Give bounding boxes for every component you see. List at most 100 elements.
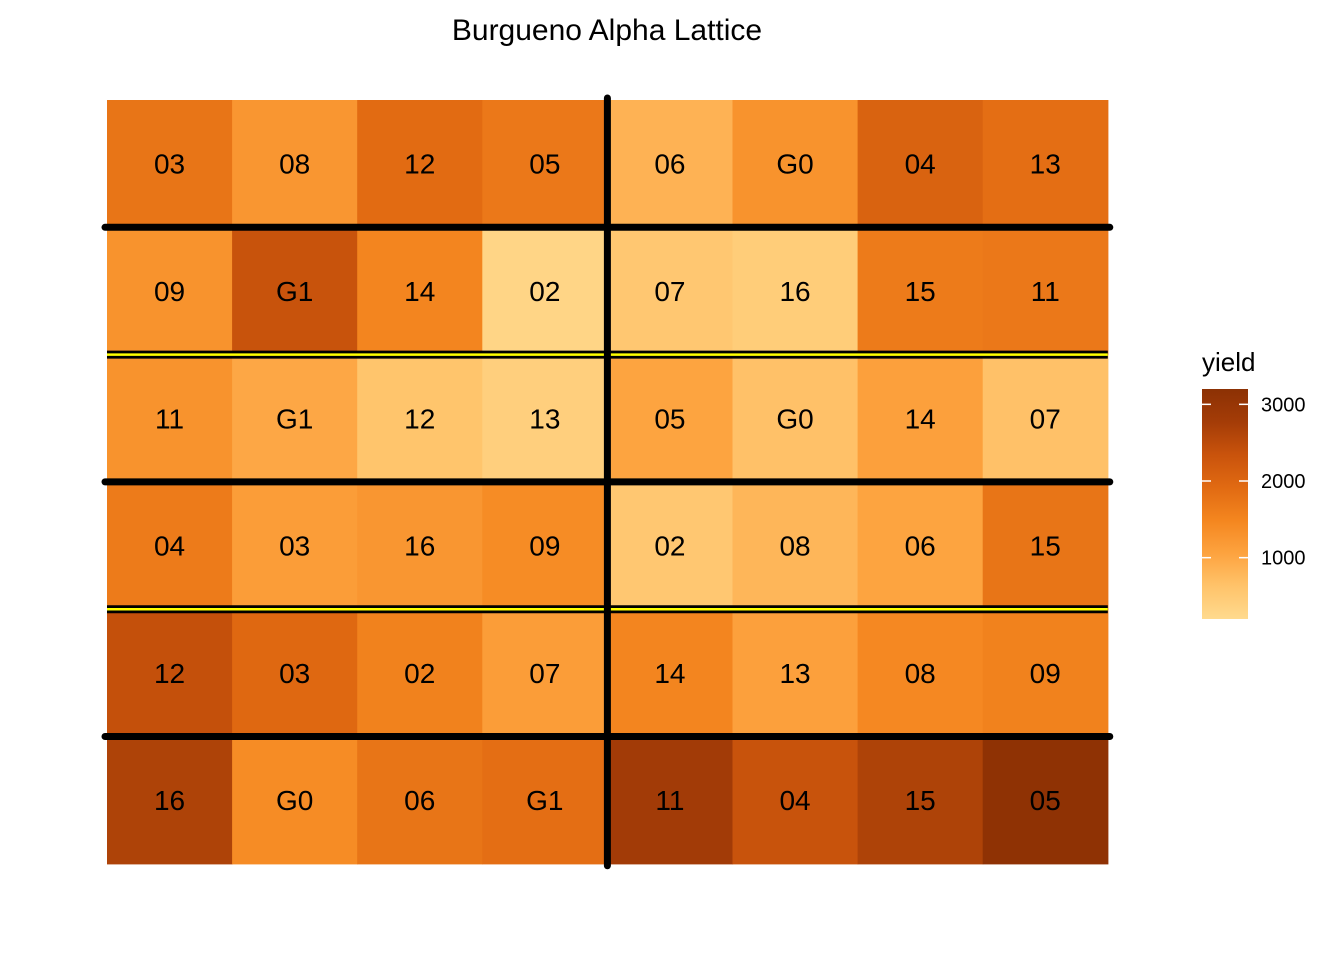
cell-label: 16 (154, 785, 185, 816)
cell-label: 05 (654, 403, 685, 434)
heatmap-cell (607, 736, 734, 865)
heatmap-cell (607, 481, 734, 610)
cell-label: 14 (404, 276, 435, 307)
heatmap-cell (857, 227, 984, 356)
cell-label: G1 (276, 276, 313, 307)
cell-label: 06 (404, 785, 435, 816)
cell-label: 03 (279, 658, 310, 689)
heatmap-cell (107, 481, 233, 610)
heatmap-cell (732, 227, 859, 356)
heatmap-cell (357, 354, 483, 483)
heatmap-cell (232, 481, 358, 610)
cell-label: 04 (779, 785, 810, 816)
cell-label: 09 (1030, 658, 1061, 689)
legend: yield 1000 2000 3000 (1202, 347, 1306, 619)
heatmap-cell (357, 227, 483, 356)
heatmap-cell (107, 609, 233, 738)
cell-label: 15 (905, 276, 936, 307)
cell-label: 06 (654, 149, 685, 180)
cell-label: 15 (1030, 531, 1061, 562)
cell-label: 04 (905, 149, 936, 180)
cell-label: 15 (905, 785, 936, 816)
chart-title: Burgueno Alpha Lattice (452, 14, 762, 47)
heatmap-cell (357, 481, 483, 610)
heatmap-cell (357, 736, 483, 865)
cell-label: 16 (404, 531, 435, 562)
heatmap-cell (357, 100, 483, 228)
legend-tick-label: 2000 (1261, 471, 1306, 493)
cell-label: 16 (779, 276, 810, 307)
cell-label: 14 (654, 658, 685, 689)
heatmap-cell (607, 227, 734, 356)
heatmap-cell (482, 227, 608, 356)
cell-label: G0 (776, 149, 813, 180)
cell-label: 09 (154, 276, 185, 307)
heatmap-cell (607, 354, 734, 483)
heatmap-cell (607, 100, 734, 228)
heatmap-cell (107, 227, 233, 356)
cell-label: 02 (404, 658, 435, 689)
cell-label: G0 (776, 403, 813, 434)
cell-label: 02 (654, 531, 685, 562)
cell-label: 12 (154, 658, 185, 689)
cell-label: 04 (154, 531, 185, 562)
cell-label: 07 (529, 658, 560, 689)
cell-label: 08 (905, 658, 936, 689)
cell-label: 05 (529, 149, 560, 180)
cell-label: 05 (1030, 785, 1061, 816)
heatmap-cell (482, 481, 608, 610)
cell-label: 14 (905, 403, 936, 434)
heatmap-cell (982, 100, 1109, 228)
cell-label: 11 (155, 403, 184, 434)
cell-label: G0 (276, 785, 313, 816)
heatmap-cell (482, 100, 608, 228)
cell-label: G1 (526, 785, 563, 816)
heatmap-cell (857, 354, 984, 483)
boundary-lines (101, 94, 1114, 870)
heatmap-cell (982, 227, 1109, 356)
cell-label: 13 (529, 403, 560, 434)
cell-label: 08 (779, 531, 810, 562)
cell-label: 11 (1031, 276, 1060, 307)
heatmap-cell (982, 609, 1109, 738)
heatmap-cell (732, 100, 859, 228)
cell-label: 02 (529, 276, 560, 307)
legend-tick-label: 3000 (1261, 394, 1306, 416)
cell-label: 13 (1030, 149, 1061, 180)
heatmap-cell (232, 736, 358, 865)
legend-title: yield (1202, 347, 1255, 377)
heatmap-cell (857, 100, 984, 228)
cell-label: 12 (404, 149, 435, 180)
cell-label: 03 (154, 149, 185, 180)
cell-label: 07 (1030, 403, 1061, 434)
heatmap-cell (732, 354, 859, 483)
cell-label: 06 (905, 531, 936, 562)
heatmap-cell (232, 100, 358, 228)
heatmap-cell (732, 481, 859, 610)
heatmap-cell (232, 354, 358, 483)
heatmap-cell (482, 736, 608, 865)
legend-tick-label: 1000 (1261, 548, 1306, 570)
legend-ticks: 1000 2000 3000 (1202, 394, 1306, 570)
heatmap-cell (482, 354, 608, 483)
heatmap-cell (232, 609, 358, 738)
cell-label: 11 (655, 785, 684, 816)
cell-label: 12 (404, 403, 435, 434)
heatmap-cell (107, 354, 233, 483)
heatmap-cell (482, 609, 608, 738)
heatmap-cell (232, 227, 358, 356)
heatmap-cell (607, 609, 734, 738)
cell-label: 03 (279, 531, 310, 562)
cell-label: 07 (654, 276, 685, 307)
heatmap-cells: 03 08 12 05 06 G0 04 13 09 G1 14 02 07 16 15 11 11 G1 12 13… (107, 100, 1109, 865)
cell-label: 09 (529, 531, 560, 562)
heatmap-cell (982, 354, 1109, 483)
heatmap-cell (982, 481, 1109, 610)
cell-label: 13 (779, 658, 810, 689)
heatmap-cell (357, 609, 483, 738)
heatmap-cell (857, 481, 984, 610)
heatmap-cell (857, 736, 984, 865)
cell-label: G1 (276, 403, 313, 434)
heatmap-cell (732, 609, 859, 738)
